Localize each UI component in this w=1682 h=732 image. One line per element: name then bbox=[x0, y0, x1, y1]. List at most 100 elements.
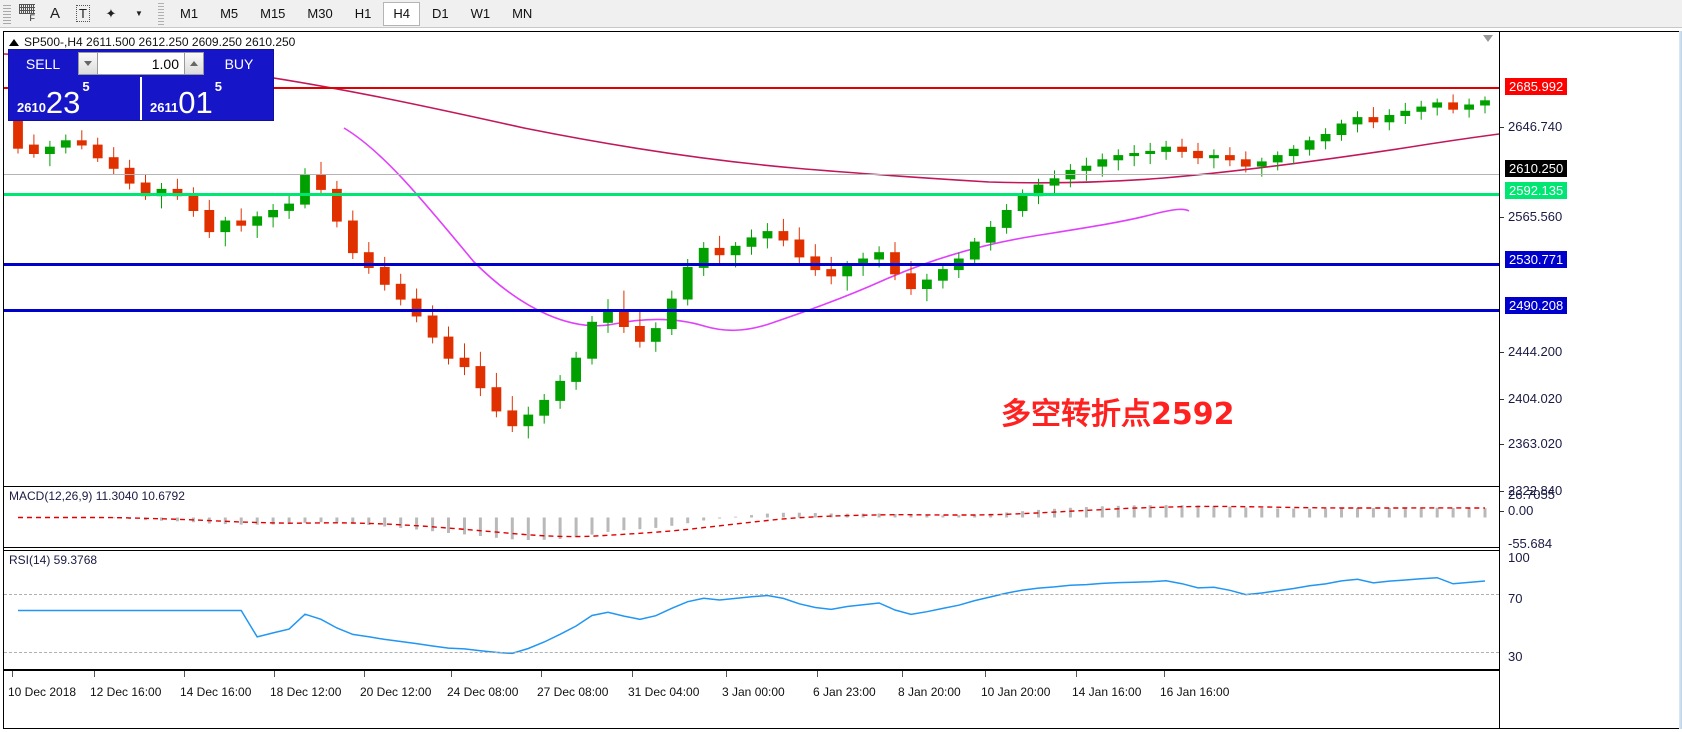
sell-price-main: 23 bbox=[45, 85, 81, 120]
macd-series bbox=[18, 505, 1487, 540]
price-level-bid: 2592.135 bbox=[1505, 182, 1568, 199]
ma-fast-line bbox=[343, 127, 1190, 332]
macd-axis-label: 26.7055 bbox=[1508, 487, 1555, 502]
level-line-support-2 bbox=[4, 309, 1499, 312]
volume-decrement-icon[interactable] bbox=[79, 53, 98, 74]
time-tick-label: 18 Dec 12:00 bbox=[270, 685, 342, 699]
price-tick-label: 2646.740 bbox=[1508, 119, 1563, 134]
candles-group bbox=[13, 94, 1490, 439]
time-tick-label: 3 Jan 00:00 bbox=[722, 685, 785, 699]
buy-price-prefix: 2611 bbox=[150, 100, 179, 115]
text-object-icon[interactable]: T bbox=[70, 2, 96, 26]
sell-label: SELL bbox=[25, 55, 61, 72]
rsi-axis-label: 30 bbox=[1508, 649, 1523, 664]
price-tick-label: 2322.840 bbox=[1508, 483, 1563, 498]
price-tick-label: 2444.200 bbox=[1508, 344, 1563, 359]
time-tick-label: 27 Dec 08:00 bbox=[537, 685, 609, 699]
rsi-axis-label: 100 bbox=[1508, 550, 1530, 565]
price-pane[interactable]: SP500-,H4 2611.500 2612.250 2609.250 261… bbox=[4, 32, 1499, 484]
sell-button[interactable]: 2610 23 5 bbox=[9, 77, 140, 120]
rsi-line bbox=[18, 576, 1486, 655]
price-level-support-2: 2490.208 bbox=[1505, 297, 1568, 314]
timeframe-m1[interactable]: M1 bbox=[180, 6, 199, 21]
volume-input[interactable]: 1.00 bbox=[98, 53, 184, 74]
price-level-last: 2610.250 bbox=[1505, 160, 1568, 177]
chart-area[interactable]: SP500-,H4 2611.500 2612.250 2609.250 261… bbox=[3, 31, 1679, 729]
level-line-bid bbox=[4, 193, 1499, 196]
macd-axis-label: -55.684 bbox=[1508, 536, 1553, 551]
vertical-scrollbar[interactable] bbox=[1678, 31, 1682, 729]
templates-icon[interactable]: F bbox=[14, 2, 40, 26]
collapse-icon[interactable] bbox=[9, 38, 19, 46]
chart-header-text: SP500-,H4 2611.500 2612.250 2609.250 261… bbox=[24, 35, 296, 49]
level-line-last bbox=[4, 174, 1499, 175]
time-tick-label: 10 Dec 2018 bbox=[8, 685, 77, 699]
text-label-icon[interactable]: A bbox=[49, 5, 60, 22]
timeframe-m5[interactable]: M5 bbox=[220, 6, 239, 21]
timeframe-mn[interactable]: MN bbox=[512, 6, 533, 21]
rsi-series bbox=[18, 576, 1486, 655]
time-tick-label: 16 Jan 16:00 bbox=[1160, 685, 1230, 699]
rsi-legend: RSI(14) 59.3768 bbox=[9, 553, 98, 567]
volume-increment-icon[interactable] bbox=[184, 53, 203, 74]
macd-axis-label: 0.00 bbox=[1508, 503, 1534, 518]
rsi-oversold-guide bbox=[4, 652, 1499, 653]
buy-button[interactable]: 2611 01 5 bbox=[140, 77, 273, 120]
time-tick-label: 14 Dec 16:00 bbox=[180, 685, 252, 699]
level-line-support-1 bbox=[4, 263, 1499, 266]
chart-header: SP500-,H4 2611.500 2612.250 2609.250 261… bbox=[9, 35, 295, 49]
one-click-trading-panel[interactable]: SELL 1.00 BUY 2610 23 5 2611 bbox=[8, 49, 274, 121]
buy-label: BUY bbox=[224, 55, 254, 72]
price-tick-label: 2565.560 bbox=[1508, 209, 1563, 224]
buy-price-main: 01 bbox=[178, 85, 213, 120]
price-level-support-1: 2530.771 bbox=[1505, 251, 1568, 268]
level-line-resistance bbox=[4, 87, 1499, 89]
time-tick-label: 24 Dec 08:00 bbox=[447, 685, 519, 699]
sell-price-prefix: 2610 bbox=[17, 100, 46, 115]
price-tick-label: 2363.020 bbox=[1508, 436, 1563, 451]
timeframe-w1[interactable]: W1 bbox=[470, 6, 491, 21]
time-tick-label: 20 Dec 12:00 bbox=[360, 685, 432, 699]
rsi-axis-label: 70 bbox=[1508, 591, 1523, 606]
sell-price-fraction: 5 bbox=[82, 79, 90, 94]
objects-dropdown-icon[interactable]: ▼ bbox=[135, 9, 143, 18]
time-tick-label: 10 Jan 20:00 bbox=[981, 685, 1051, 699]
rsi-pane[interactable]: RSI(14) 59.3768 bbox=[4, 550, 1499, 670]
objects-icon[interactable]: ✦ bbox=[105, 5, 117, 21]
macd-signal-line bbox=[18, 505, 1485, 538]
axis-tick bbox=[1500, 127, 1504, 128]
timeframe-m30[interactable]: M30 bbox=[307, 6, 333, 21]
time-tick-label: 12 Dec 16:00 bbox=[90, 685, 162, 699]
chart-annotation-text: 多空转折点2592 bbox=[1001, 397, 1235, 432]
time-tick-label: 14 Jan 16:00 bbox=[1072, 685, 1142, 699]
toolbar-separator bbox=[158, 2, 164, 25]
trade-panel-top-row: SELL 1.00 BUY bbox=[9, 50, 273, 77]
time-tick-label: 8 Jan 20:00 bbox=[898, 685, 961, 699]
price-tick-label: 2404.020 bbox=[1508, 391, 1563, 406]
macd-legend: MACD(12,26,9) 11.3040 10.6792 bbox=[9, 489, 185, 503]
chart-toolbar: F A T ✦ ▼ M1 M5 M15 M30 H1 H4 D1 W1 MN bbox=[0, 0, 1682, 28]
axis-tick bbox=[1500, 399, 1504, 400]
timeframe-d1[interactable]: D1 bbox=[431, 6, 449, 21]
macd-pane[interactable]: MACD(12,26,9) 11.3040 10.6792 bbox=[4, 486, 1499, 548]
scroll-down-icon[interactable] bbox=[1483, 35, 1493, 42]
axis-tick bbox=[1500, 444, 1504, 445]
toolbar-drag-handle[interactable] bbox=[3, 2, 11, 25]
axis-tick bbox=[1500, 217, 1504, 218]
axis-tick bbox=[1500, 511, 1504, 512]
time-axis[interactable]: 10 Dec 2018 12 Dec 16:00 14 Dec 16:00 18… bbox=[4, 670, 1499, 728]
trade-panel-quotes: 2610 23 5 2611 01 5 bbox=[9, 77, 273, 120]
axis-tick bbox=[1500, 352, 1504, 353]
timeframe-m15[interactable]: M15 bbox=[260, 6, 286, 21]
price-level-resistance: 2685.992 bbox=[1505, 78, 1568, 95]
timeframe-h1[interactable]: H1 bbox=[354, 6, 372, 21]
buy-price-fraction: 5 bbox=[214, 79, 222, 94]
timeframe-h4[interactable]: H4 bbox=[383, 1, 420, 26]
volume-stepper[interactable]: 1.00 bbox=[78, 52, 204, 75]
time-tick-label: 6 Jan 23:00 bbox=[813, 685, 876, 699]
price-axis[interactable]: 2646.740 2565.560 2444.200 2404.020 2363… bbox=[1499, 32, 1679, 728]
time-tick-label: 31 Dec 04:00 bbox=[628, 685, 700, 699]
rsi-overbought-guide bbox=[4, 594, 1499, 595]
axis-tick bbox=[1500, 491, 1504, 492]
